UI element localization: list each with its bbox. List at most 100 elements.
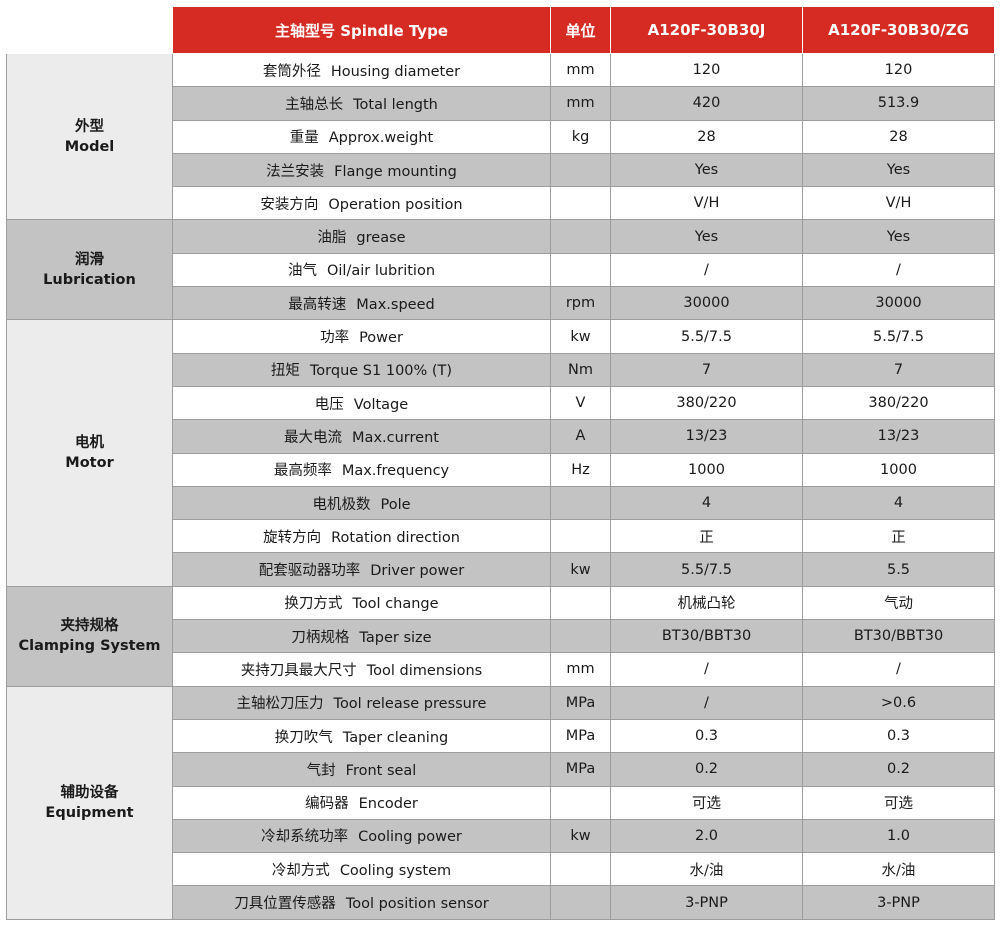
param-zh: 电压: [314, 396, 344, 413]
value-cell-model-2: 13/23: [802, 419, 995, 454]
value-cell-model-1: 420: [610, 86, 803, 121]
value-cell-model-1: V/H: [610, 186, 803, 221]
param-zh: 主轴松刀压力: [236, 696, 324, 713]
param-en: Flange mounting: [334, 163, 457, 180]
unit-cell: mm: [550, 52, 611, 88]
header-param: 主轴型号 Spindle Type: [172, 6, 551, 54]
value-cell-model-2: 4: [802, 485, 995, 521]
value-cell-model-2: /: [802, 252, 995, 288]
value-cell-model-2: 可选: [802, 785, 995, 820]
unit-cell: MPa: [550, 752, 611, 787]
value-cell-model-1: /: [610, 652, 803, 687]
value-cell-model-2: Yes: [802, 152, 995, 188]
param-zh: 配套驱动器功率: [258, 563, 361, 580]
value-cell-model-1: 3-PNP: [610, 885, 803, 920]
value-cell-model-1: 水/油: [610, 852, 803, 887]
unit-cell: mm: [550, 652, 611, 687]
value-cell-model-1: BT30/BBT30: [610, 619, 803, 654]
param-cell: 气封 Front seal: [172, 752, 551, 787]
unit-cell: kw: [550, 552, 611, 587]
param-en: grease: [356, 230, 406, 247]
spec-row: 冷却方式 Cooling system 水/油 水/油: [7, 852, 995, 887]
param-cell: 油脂 grease: [172, 219, 551, 254]
header-corner: [6, 6, 173, 54]
param-en: Max.speed: [356, 296, 435, 313]
spindle-spec-table: 主轴型号 Spindle Type 单位 A120F-30B30J A120F-…: [6, 6, 995, 920]
header-unit: 单位: [550, 6, 611, 54]
param-cell: 套筒外径 Housing diameter: [172, 52, 551, 88]
param-zh: 夹持刀具最大尺寸: [240, 662, 357, 679]
spec-row: 主轴总长 Total length mm 420 513.9: [7, 86, 995, 121]
spec-row: 刀具位置传感器 Tool position sensor 3-PNP 3-PNP: [7, 885, 995, 920]
param-en: Tool change: [352, 596, 439, 613]
unit-cell: rpm: [550, 286, 611, 321]
spec-row: 电机 Motor 功率 Power kw 5.5/7.5 5.5/7.5: [6, 319, 995, 587]
param-zh: 扭矩: [270, 363, 300, 380]
unit-cell: A: [550, 419, 611, 454]
param-en: Power: [359, 330, 403, 347]
param-cell: 旋转方向 Rotation direction: [172, 519, 551, 554]
value-cell-model-2: Yes: [802, 219, 995, 254]
value-cell-model-1: 7: [610, 352, 803, 387]
group-label-en: Clamping System: [18, 638, 161, 655]
group-label-en: Motor: [65, 455, 114, 472]
spec-table: 主轴型号 Spindle Type 单位 A120F-30B30J A120F-…: [6, 6, 995, 920]
spec-row: 重量 Approx.weight kg 28 28: [7, 119, 995, 154]
value-cell-model-2: BT30/BBT30: [802, 619, 995, 654]
group-label-zh: 润滑: [75, 251, 104, 268]
param-en: Rotation direction: [331, 529, 460, 546]
unit-cell: kw: [550, 319, 611, 354]
value-cell-model-1: 13/23: [610, 419, 803, 454]
value-cell-model-1: 正: [610, 519, 803, 554]
param-cell: 换刀吹气 Taper cleaning: [172, 718, 551, 754]
group-label-zh: 外型: [75, 118, 104, 135]
unit-cell: [550, 885, 611, 920]
group-label-en: Lubrication: [43, 271, 136, 288]
value-cell-model-1: Yes: [610, 219, 803, 254]
unit-cell: Nm: [550, 352, 611, 387]
param-en: Front seal: [345, 762, 417, 779]
unit-cell: [550, 219, 611, 254]
value-cell-model-1: 380/220: [610, 385, 803, 421]
param-zh: 冷却系统功率: [261, 829, 349, 846]
value-cell-model-1: 可选: [610, 785, 803, 820]
param-cell: 最高转速 Max.speed: [172, 286, 551, 321]
value-cell-model-2: 5.5/7.5: [802, 319, 995, 354]
param-en: Taper cleaning: [342, 729, 449, 746]
value-cell-model-2: 513.9: [802, 86, 995, 121]
value-cell-model-1: /: [610, 685, 803, 720]
value-cell-model-2: 30000: [802, 286, 995, 321]
value-cell-model-2: 正: [802, 519, 995, 554]
param-zh: 最高频率: [273, 463, 332, 480]
spec-row: 辅助设备 Equipment 主轴松刀压力 Tool release pressure…: [6, 685, 995, 920]
value-cell-model-2: 3-PNP: [802, 885, 995, 920]
value-cell-model-2: 气动: [802, 585, 995, 621]
param-cell: 冷却方式 Cooling system: [172, 852, 551, 887]
value-cell-model-2: 1000: [802, 452, 995, 487]
value-cell-model-2: 380/220: [802, 385, 995, 421]
param-en: Voltage: [353, 396, 409, 413]
value-cell-model-2: V/H: [802, 186, 995, 221]
param-cell: 刀具位置传感器 Tool position sensor: [172, 885, 551, 920]
param-cell: 电压 Voltage: [172, 385, 551, 421]
group-label: 电机 Motor: [6, 319, 173, 587]
group-label: 外型 Model: [6, 52, 173, 221]
param-en: Max.current: [352, 429, 439, 446]
unit-cell: [550, 152, 611, 188]
param-cell: 夹持刀具最大尺寸 Tool dimensions: [172, 652, 551, 687]
param-zh: 换刀吹气: [274, 729, 333, 746]
group-label: 辅助设备 Equipment: [6, 685, 173, 920]
param-zh: 气封: [306, 762, 336, 779]
header-model-1: A120F-30B30J: [610, 6, 803, 54]
value-cell-model-2: 水/油: [802, 852, 995, 887]
param-en: Driver power: [370, 563, 465, 580]
unit-cell: [550, 852, 611, 887]
param-cell: 换刀方式 Tool change: [172, 585, 551, 621]
spec-body: 外型 Model 套筒外径 Housing diameter mm 120 120 主轴总长 T…: [6, 52, 995, 920]
unit-cell: Hz: [550, 452, 611, 487]
param-zh: 电机极数: [312, 496, 371, 513]
param-zh: 油脂: [317, 230, 347, 247]
param-zh: 旋转方向: [263, 529, 322, 546]
value-cell-model-1: /: [610, 252, 803, 288]
spec-row: 润滑 Lubrication 油脂 grease Yes Yes: [6, 219, 995, 321]
